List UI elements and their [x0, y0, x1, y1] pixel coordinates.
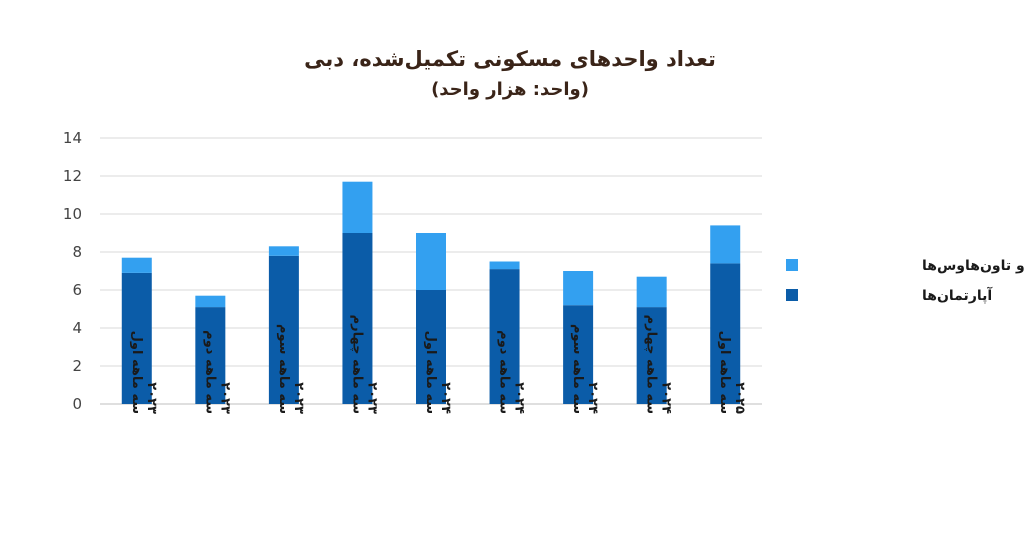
chart-title: تعداد واحدهای مسکونی تکمیل‌شده، دبی	[304, 47, 716, 71]
x-tick-label: سه ماهه دوم ۲۰۲۴	[497, 330, 527, 414]
x-tick-year: ۲۰۲۴	[512, 382, 527, 414]
legend-label: ویلا و تاون‌هاوس‌ها	[922, 258, 1024, 274]
x-tick-year: ۲۰۲۴	[438, 382, 453, 414]
x-tick-label: سه ماهه اول ۲۰۲۴	[423, 331, 453, 414]
x-tick-label: سه ماهه دوم ۲۰۲۳	[202, 330, 232, 414]
bar-segment-villas	[268, 246, 299, 256]
bar-segment-apartments	[268, 255, 299, 404]
bar-segment-apartments	[416, 290, 446, 404]
bar-segment-apartments	[489, 269, 520, 404]
y-tick-label: 2	[72, 357, 82, 375]
y-tick-label: 0	[72, 395, 82, 413]
bar-segment-villas	[636, 276, 667, 308]
bar-segment-villas	[489, 261, 520, 270]
y-tick-label: 6	[72, 281, 82, 299]
x-tick-year: ۲۰۲۳	[217, 382, 232, 414]
y-tick-label: 8	[72, 243, 82, 261]
x-tick-quarter: سه ماهه اول	[717, 331, 732, 414]
x-tick-label: سه ماهه اول ۲۰۲۳	[129, 331, 159, 414]
x-tick-year: ۲۰۲۳	[291, 382, 306, 414]
x-tick-year: ۲۰۲۵	[732, 382, 747, 414]
bar-segment-villas	[710, 225, 741, 264]
x-tick-year: ۲۰۲۳	[144, 382, 159, 414]
x-tick-quarter: سه ماهه اول	[129, 331, 144, 414]
bar-segment-apartments	[342, 233, 373, 404]
x-tick-quarter: سه ماهه سوم	[276, 324, 291, 414]
bar-segment-villas	[416, 233, 446, 290]
x-tick-quarter: سه ماهه دوم	[497, 330, 512, 414]
bars	[121, 181, 741, 404]
bar-segment-villas	[342, 181, 373, 233]
x-tick-year: ۲۰۲۴	[659, 382, 674, 414]
x-tick-label: سه ماهه سوم ۲۰۲۳	[276, 324, 306, 414]
x-tick-quarter: سه ماهه چهارم	[349, 315, 364, 414]
legend-label: آپارتمان‌ها	[922, 286, 993, 304]
x-tick-label: سه ماهه اول ۲۰۲۵	[717, 331, 747, 414]
chart-subtitle: (واحد: هزار واحد)	[431, 79, 589, 100]
y-tick-label: 14	[63, 129, 82, 147]
y-axis-ticks: 0 2 4 6 8 10 12 14	[63, 129, 82, 413]
bar-segment-apartments	[121, 272, 152, 404]
bar-segment-villas	[195, 295, 226, 308]
bar-segment-villas	[121, 257, 152, 273]
y-tick-label: 4	[72, 319, 82, 337]
x-tick-year: ۲۰۲۳	[364, 382, 379, 414]
y-tick-label: 12	[63, 167, 82, 185]
x-tick-quarter: سه ماهه اول	[423, 331, 438, 414]
x-tick-label: سه ماهه سوم ۲۰۲۴	[570, 324, 600, 414]
legend-swatch	[786, 289, 798, 301]
bar-segment-apartments	[710, 263, 741, 404]
x-tick-label: سه ماهه چهارم ۲۰۲۳	[349, 315, 379, 414]
x-tick-quarter: سه ماهه سوم	[570, 324, 585, 414]
x-tick-quarter: سه ماهه دوم	[202, 330, 217, 414]
y-tick-label: 10	[63, 205, 82, 223]
x-axis-ticks: سه ماهه اول ۲۰۲۳ سه ماهه دوم ۲۰۲۳ سه ماهه سو…	[129, 315, 747, 414]
x-tick-quarter: سه ماهه چهارم	[644, 315, 659, 414]
bar-segment-apartments	[195, 307, 226, 404]
x-tick-label: سه ماهه چهارم ۲۰۲۴	[644, 315, 674, 414]
bar-segment-villas	[563, 271, 594, 306]
x-tick-year: ۲۰۲۴	[585, 382, 600, 414]
bar-segment-apartments	[563, 305, 594, 404]
bar-segment-apartments	[636, 307, 667, 404]
legend: ویلا و تاون‌هاوس‌ها آپارتمان‌ها	[786, 258, 1024, 304]
legend-swatch	[786, 259, 798, 271]
